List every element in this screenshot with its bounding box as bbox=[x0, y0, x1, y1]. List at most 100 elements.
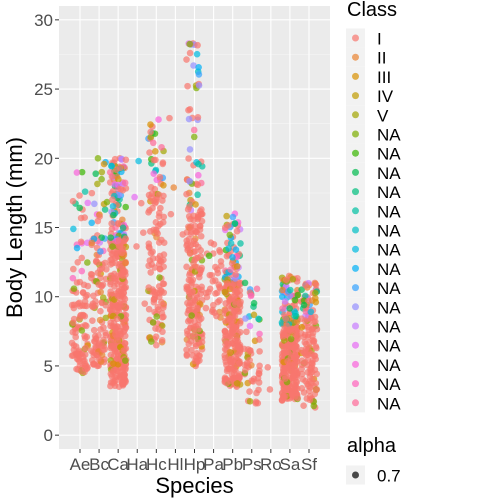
data-point bbox=[147, 129, 154, 136]
data-point bbox=[78, 268, 85, 275]
data-point bbox=[183, 191, 190, 198]
data-point bbox=[216, 284, 223, 291]
data-point bbox=[111, 271, 118, 278]
data-point bbox=[94, 181, 101, 188]
data-point bbox=[115, 220, 122, 227]
data-point bbox=[226, 232, 233, 239]
data-point bbox=[186, 178, 193, 185]
data-point bbox=[253, 398, 260, 405]
data-point bbox=[218, 258, 225, 265]
data-point bbox=[294, 395, 301, 402]
data-point bbox=[307, 370, 314, 377]
data-point bbox=[187, 250, 194, 257]
data-point bbox=[195, 64, 202, 71]
data-point bbox=[141, 300, 148, 307]
x-tick-label: Ae bbox=[70, 455, 91, 474]
data-point bbox=[120, 347, 127, 354]
data-point bbox=[233, 334, 240, 341]
data-point bbox=[290, 276, 297, 283]
data-point bbox=[166, 115, 173, 122]
data-point bbox=[109, 196, 116, 203]
data-point bbox=[300, 334, 307, 341]
data-point bbox=[288, 336, 295, 343]
data-point bbox=[187, 50, 194, 57]
data-point bbox=[236, 373, 243, 380]
legend-label: NA bbox=[377, 375, 401, 394]
data-point bbox=[203, 305, 210, 312]
data-point bbox=[230, 214, 237, 221]
data-point bbox=[159, 337, 166, 344]
data-point bbox=[190, 260, 197, 267]
x-tick-label: Hl bbox=[167, 455, 183, 474]
data-point bbox=[299, 385, 306, 392]
data-point bbox=[198, 284, 205, 291]
data-point bbox=[225, 222, 232, 229]
data-point bbox=[247, 398, 254, 405]
data-point bbox=[298, 366, 305, 373]
data-point bbox=[150, 288, 157, 295]
data-point bbox=[183, 56, 190, 63]
data-point bbox=[150, 139, 157, 146]
data-point bbox=[160, 214, 167, 221]
data-point bbox=[95, 355, 102, 362]
legend-key-point bbox=[352, 342, 359, 349]
legend-key-point bbox=[352, 131, 359, 138]
legend-label: NA bbox=[377, 318, 401, 337]
legend-label: 0.7 bbox=[377, 467, 401, 486]
data-point bbox=[196, 82, 203, 89]
data-point bbox=[82, 345, 89, 352]
data-point bbox=[97, 248, 104, 255]
legend-key-point bbox=[352, 92, 359, 99]
data-point bbox=[302, 282, 309, 289]
data-point bbox=[158, 299, 165, 306]
y-tick-label: 5 bbox=[44, 357, 53, 376]
data-point bbox=[71, 285, 78, 292]
data-point bbox=[282, 375, 289, 382]
data-point bbox=[248, 377, 255, 384]
data-point bbox=[241, 346, 248, 353]
data-point bbox=[227, 266, 234, 273]
legend-key-point bbox=[352, 399, 359, 406]
legend-key-point bbox=[352, 169, 359, 176]
data-point bbox=[138, 200, 145, 207]
data-point bbox=[264, 364, 271, 371]
data-point bbox=[191, 127, 198, 134]
data-point bbox=[198, 233, 205, 240]
data-point bbox=[189, 289, 196, 296]
legend-label: NA bbox=[377, 279, 401, 298]
data-point bbox=[122, 204, 129, 211]
data-point bbox=[89, 303, 96, 310]
data-point bbox=[186, 41, 193, 48]
data-point bbox=[150, 319, 157, 326]
data-point bbox=[73, 343, 80, 350]
data-point bbox=[222, 376, 229, 383]
data-point bbox=[312, 290, 319, 297]
legend-color-items: IIIIIIIVVNANANANANANANANANANANANANANANA bbox=[346, 28, 401, 413]
data-point bbox=[92, 170, 99, 177]
data-point bbox=[89, 317, 96, 324]
data-point bbox=[187, 106, 194, 113]
data-point bbox=[109, 243, 116, 250]
data-point bbox=[151, 157, 158, 164]
data-point bbox=[211, 241, 218, 248]
data-point bbox=[73, 366, 80, 373]
data-point bbox=[107, 279, 114, 286]
data-point bbox=[107, 169, 114, 176]
data-point bbox=[100, 346, 107, 353]
data-point bbox=[313, 299, 320, 306]
data-point bbox=[183, 283, 190, 290]
legend-key-point bbox=[352, 188, 359, 195]
legend-key-point bbox=[352, 207, 359, 214]
data-point bbox=[254, 286, 261, 293]
data-point bbox=[214, 266, 221, 273]
data-point bbox=[123, 324, 130, 331]
legend-key-point bbox=[352, 111, 359, 118]
data-point bbox=[234, 228, 241, 235]
data-point bbox=[227, 349, 234, 356]
data-point bbox=[88, 240, 95, 247]
data-point bbox=[108, 163, 115, 170]
data-point bbox=[223, 362, 230, 369]
data-point bbox=[146, 244, 153, 251]
data-point bbox=[133, 243, 140, 250]
data-point bbox=[108, 220, 115, 227]
